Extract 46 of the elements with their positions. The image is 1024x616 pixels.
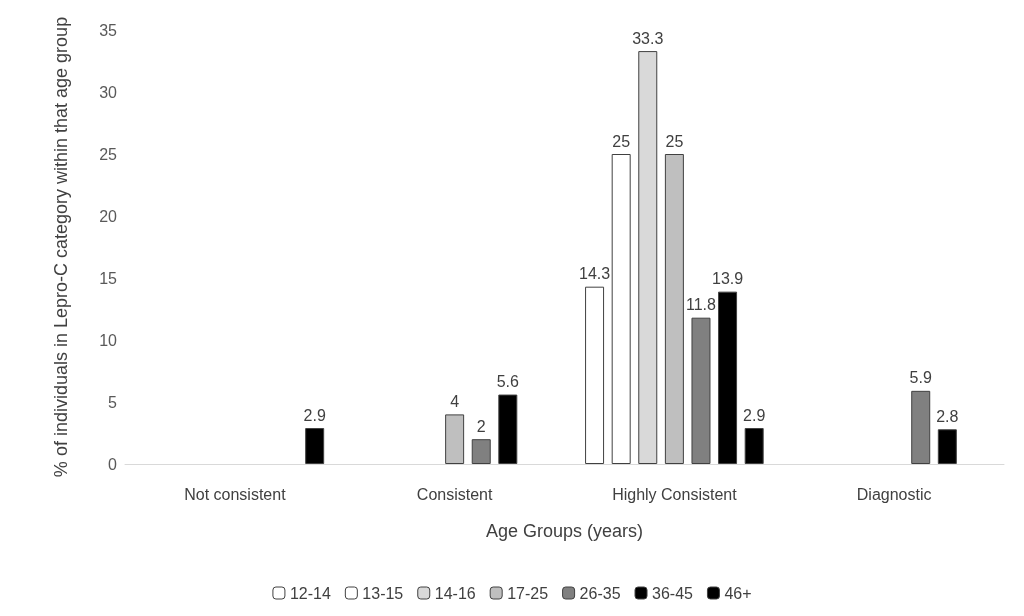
legend-label: 13-15 [362, 584, 404, 602]
x-tick-label: Not consistent [184, 485, 287, 503]
bar [691, 317, 711, 464]
bar [611, 154, 631, 464]
data-label: 2.9 [303, 406, 326, 424]
bar [498, 394, 518, 464]
data-label: 14.3 [579, 265, 611, 283]
data-label: 13.9 [712, 270, 744, 288]
bar [744, 428, 764, 464]
x-tick-label: Consistent [416, 485, 493, 503]
legend-label: 12-14 [289, 584, 331, 602]
data-label: 2.9 [743, 406, 766, 424]
y-tick-label: 20 [99, 207, 118, 225]
bar [471, 439, 491, 464]
y-tick-label: 10 [99, 331, 118, 349]
data-label: 5.6 [496, 373, 520, 391]
legend-label: 26-35 [579, 584, 621, 602]
data-label: 2 [476, 417, 486, 435]
bar [585, 286, 605, 464]
data-label: 4 [450, 392, 460, 410]
bar [664, 154, 684, 464]
bar [305, 428, 325, 464]
bar [718, 291, 738, 464]
y-tick-label: 30 [99, 83, 118, 101]
y-tick-label: 35 [99, 21, 118, 39]
data-label: 33.3 [632, 29, 664, 47]
x-tick-label: Diagnostic [856, 485, 932, 503]
legend-label: 14-16 [434, 584, 476, 602]
data-label: 2.8 [936, 407, 959, 425]
y-tick-label: 5 [108, 393, 118, 411]
legend-label: 36-45 [652, 584, 694, 602]
x-axis-title: Age Groups (years) [485, 521, 644, 541]
legend-label: 17-25 [507, 584, 549, 602]
bar [445, 414, 465, 464]
y-tick-label: 15 [99, 269, 118, 287]
data-label: 25 [665, 132, 684, 150]
x-tick-label: Highly Consistent [612, 485, 738, 503]
data-label: 25 [612, 132, 631, 150]
bar [937, 429, 957, 464]
y-tick-label: 0 [108, 455, 118, 473]
y-axis-title: % of individuals in Lepro-C category within that age group [51, 16, 71, 478]
legend-label: 46+ [724, 584, 752, 602]
data-label: 11.8 [686, 296, 717, 314]
bar [911, 390, 931, 464]
data-label: 5.9 [909, 369, 932, 387]
y-tick-label: 25 [99, 145, 118, 163]
